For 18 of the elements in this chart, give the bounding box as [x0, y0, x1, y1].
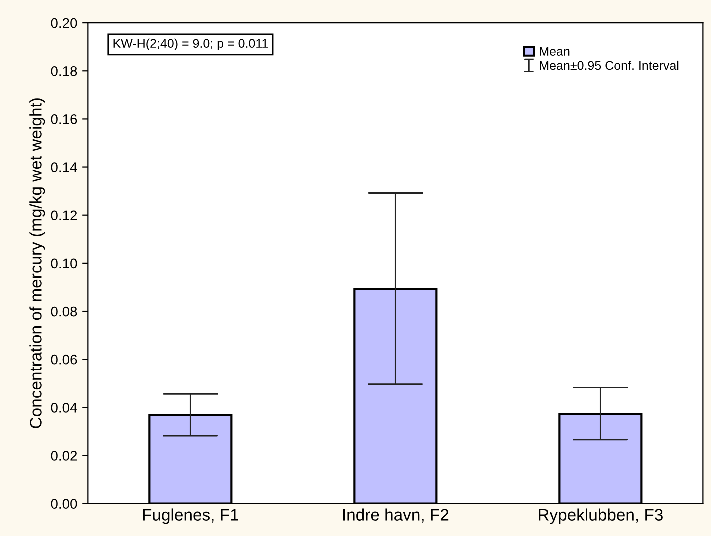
x-tick-label: Rypeklubben, F3: [539, 508, 663, 524]
annotation: KW-H(2;40) = 9.0; p = 0.011: [114, 38, 268, 51]
y-tick-label: 0.04: [51, 403, 78, 413]
x-tick-label: Fuglenes, F1: [143, 508, 238, 524]
annotation: Mean±0.95 Conf. Interval: [540, 60, 679, 70]
y-tick-label: 0.02: [51, 451, 78, 461]
y-tick-label: 0.16: [51, 114, 78, 124]
y-tick-label: 0.06: [51, 354, 78, 365]
legend-label: Mean: [540, 47, 570, 56]
y-tick-label: 0.20: [51, 18, 78, 28]
y-tick-label: 0.10: [51, 258, 78, 269]
y-tick-label: 0.00: [51, 499, 78, 510]
y-tick-label: 0.18: [51, 66, 78, 76]
y-tick-label: 0.12: [51, 210, 78, 221]
y-tick-label: 0.08: [51, 306, 78, 317]
x-tick-label: Indre havn, F2: [343, 508, 449, 523]
y-axis-title: Concentration of mercury (mg/kg wet weight): [30, 98, 46, 428]
y-tick-label: 0.14: [51, 162, 78, 172]
